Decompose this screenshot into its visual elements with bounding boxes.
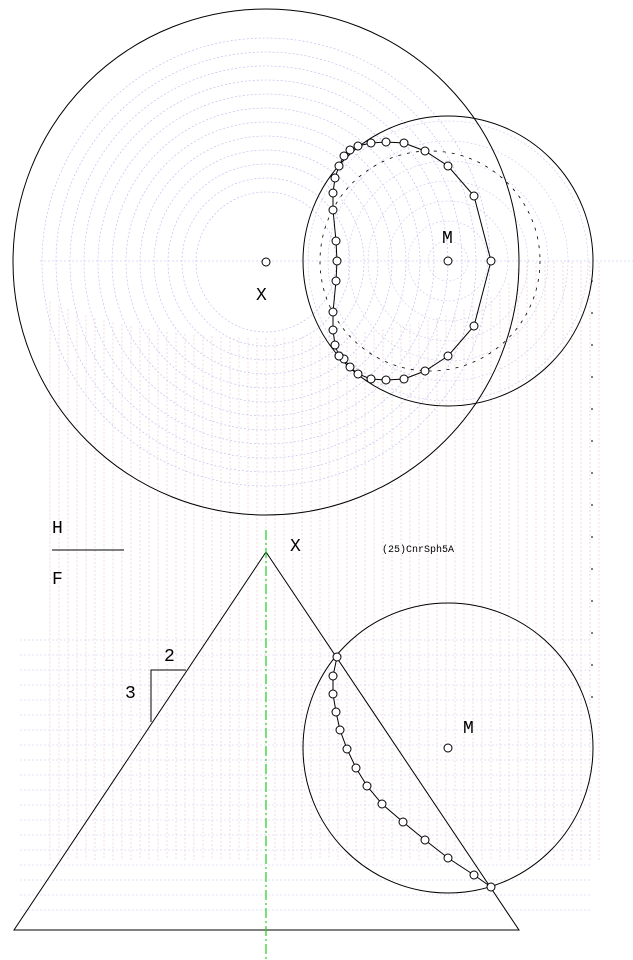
curve-point (342, 744, 352, 754)
curve-point (366, 138, 376, 148)
hidden-curve (319, 150, 541, 372)
curve-point (339, 151, 349, 161)
construction-lines (20, 37, 633, 911)
sphere-front (302, 602, 594, 894)
points (328, 137, 496, 892)
construction-circle (55, 51, 477, 473)
construction-circle (111, 107, 421, 417)
curve-point (398, 817, 408, 827)
curve-point (443, 853, 453, 863)
curve-point (486, 256, 496, 266)
sphere-top (302, 115, 594, 407)
curve-point (486, 882, 496, 892)
curve-point (345, 362, 355, 372)
center-m-front (443, 743, 453, 753)
curve-point (443, 351, 453, 361)
construction-circle (125, 121, 407, 403)
curve-point (331, 276, 341, 286)
curve-point (332, 256, 342, 266)
curve-point (345, 145, 355, 155)
label: F (52, 570, 63, 590)
label: M (442, 229, 453, 249)
curve-point (332, 652, 342, 662)
curve-point (399, 374, 409, 384)
label: X (256, 286, 267, 306)
label: 2 (164, 647, 175, 667)
curve-point (353, 141, 363, 151)
curve-point (377, 799, 387, 809)
curve-point (469, 191, 479, 201)
label: 3 (125, 684, 136, 704)
curve-point (469, 870, 479, 880)
curve-point (328, 689, 338, 699)
cone-base-circle (12, 8, 520, 516)
curve-point (328, 671, 338, 681)
construction-circle (181, 177, 351, 347)
curve-point (420, 835, 430, 845)
slope-mark (150, 669, 186, 722)
label: (25)CnrSph5A (382, 544, 454, 556)
curve-point (353, 369, 363, 379)
curve-point (366, 374, 376, 384)
curve-point (420, 146, 430, 156)
curve-point (334, 161, 344, 171)
construction-circle (167, 163, 365, 361)
curve-point (330, 173, 340, 183)
label: H (52, 519, 63, 539)
curve-point (335, 725, 345, 735)
label: X (290, 537, 301, 557)
curve-point (328, 307, 338, 317)
curve-point (443, 161, 453, 171)
construction-circle (153, 149, 379, 375)
construction-circle (139, 135, 393, 389)
construction-circle (97, 93, 435, 431)
curve-point (362, 781, 372, 791)
curve-point (399, 138, 409, 148)
label: M (463, 719, 474, 739)
curve-point (469, 321, 479, 331)
curve-point (331, 236, 341, 246)
curve-point (381, 375, 391, 385)
curve-point (420, 366, 430, 376)
construction-circle (69, 65, 463, 459)
curve-point (330, 340, 340, 350)
curve-point (328, 188, 338, 198)
curve-point (334, 351, 344, 361)
curve-point (328, 205, 338, 215)
curve-point (331, 707, 341, 717)
center-x (261, 257, 271, 267)
curve-point (381, 137, 391, 147)
center-m (443, 256, 453, 266)
curve-point (351, 763, 361, 773)
curve-point (328, 325, 338, 335)
